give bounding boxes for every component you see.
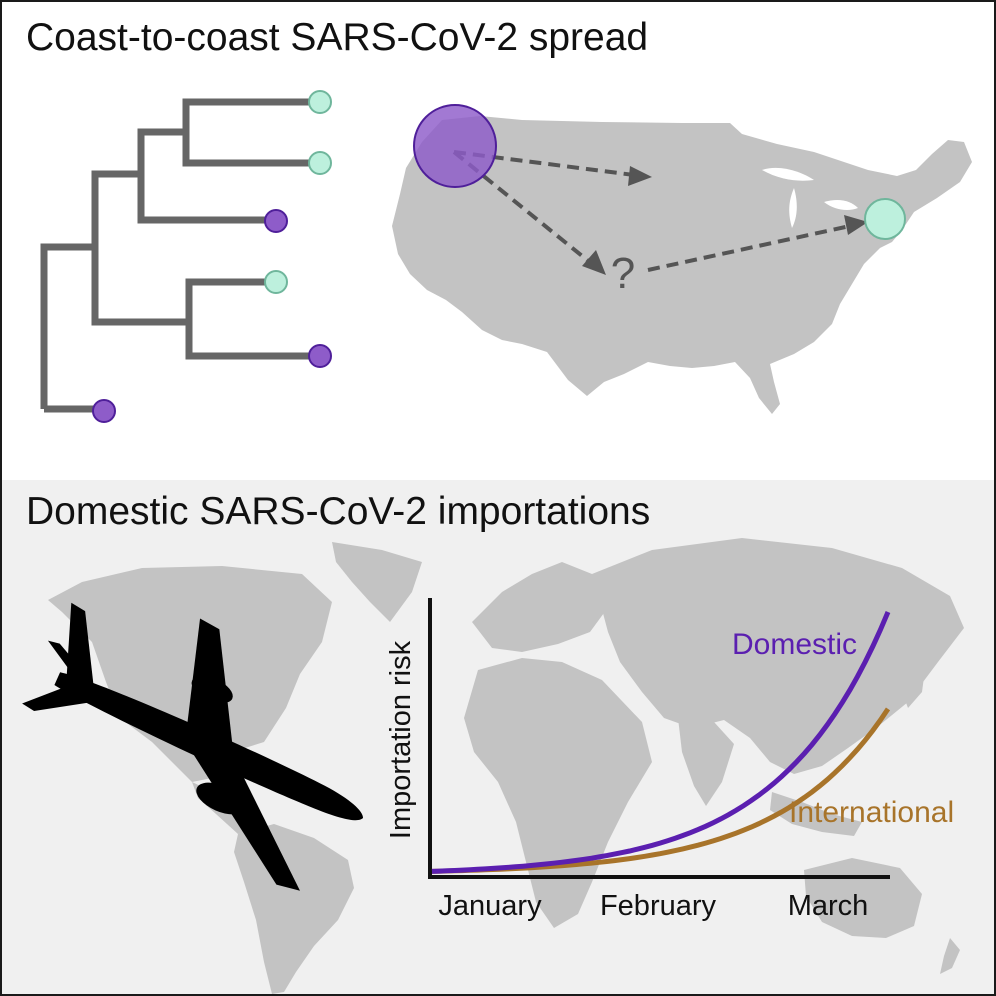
tree-tip-teal-2 xyxy=(308,151,332,175)
tree-tip-purple-3 xyxy=(92,399,116,423)
legend-label-international: International xyxy=(789,796,954,829)
x-tick-label-march: March xyxy=(788,890,869,922)
x-tick-label-february: February xyxy=(600,890,717,922)
arrow-head-east xyxy=(844,215,868,235)
tree-tips xyxy=(92,90,332,423)
legend-label-domestic: Domestic xyxy=(732,628,857,661)
phylogenetic-tree-icon xyxy=(40,98,320,413)
series-line-domestic xyxy=(431,611,891,874)
northeast-destination-circle xyxy=(864,198,906,240)
tree-tip-purple-2 xyxy=(308,344,332,368)
unknown-route-label: ? xyxy=(611,249,635,298)
bottom-panel-title: Domestic SARS-CoV-2 importations xyxy=(26,490,651,533)
us-lakes xyxy=(762,167,858,228)
arrow-head-unknown xyxy=(582,250,606,275)
west-coast-origin-circle xyxy=(413,104,497,188)
airplane-icon xyxy=(22,602,363,891)
tree-tip-teal-3 xyxy=(264,270,288,294)
x-tick-label-january: January xyxy=(438,890,542,922)
world-map-icon xyxy=(48,538,964,994)
tree-tip-purple-1 xyxy=(264,209,288,233)
tree-tip-teal-1 xyxy=(308,90,332,114)
y-axis-label: Importation risk xyxy=(385,640,417,839)
importation-risk-chart: Importation risk January February March … xyxy=(385,598,954,922)
arrow-head-central xyxy=(628,166,652,186)
us-map-icon xyxy=(392,116,972,414)
arrow-heads xyxy=(582,166,868,275)
top-panel-title: Coast-to-coast SARS-CoV-2 spread xyxy=(26,16,649,59)
